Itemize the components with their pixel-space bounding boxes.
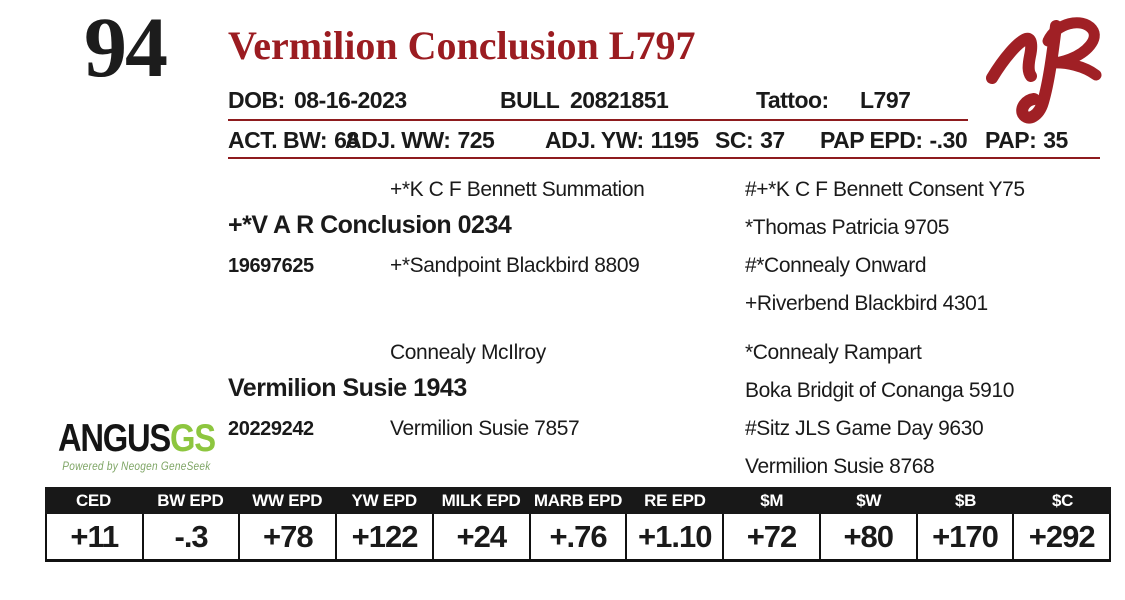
vr-ranch-brand-logo-icon (980, 8, 1106, 134)
epd-col-re: RE EPD (644, 491, 706, 510)
stat-pap-label: PAP: (985, 127, 1037, 153)
sire-registration: 19697625 (228, 255, 314, 277)
epd-value-dollar-m: +72 (724, 514, 821, 559)
stat-sc: SC: 37 (715, 127, 785, 154)
animal-name-title: Vermilion Conclusion L797 (228, 23, 696, 68)
stat-adj-yw-value: 1195 (650, 127, 699, 153)
divider-rule-bottom (228, 157, 1100, 159)
identity-row: DOB: 08-16-2023 BULL 20821851 Tattoo: L7… (228, 87, 970, 115)
tattoo-value: L797 (860, 87, 911, 113)
stat-adj-yw-label: ADJ. YW: (545, 127, 644, 153)
epd-value-yw: +122 (337, 514, 434, 559)
sire-ancestor-1: #+*K C F Bennett Consent Y75 (745, 178, 1025, 201)
stat-pap-epd-value: -.30 (929, 127, 968, 153)
stat-act-bw: ACT. BW: 68 (228, 127, 359, 154)
epd-col-marb: MARB EPD (533, 491, 623, 510)
stat-act-bw-label: ACT. BW: (228, 127, 328, 153)
dam-ancestor-1: *Connealy Rampart (745, 341, 922, 364)
sire-granddam: +*Sandpoint Blackbird 8809 (390, 254, 640, 277)
epd-col-dollar-w: $W (856, 491, 882, 510)
epd-col-yw: YW EPD (351, 491, 418, 510)
epd-value-marb: +.76 (531, 514, 628, 559)
stat-act-bw-value: 68 (334, 127, 359, 153)
registration-number: 20821851 (570, 87, 669, 113)
lot-number: 94 (84, 0, 168, 95)
epd-col-dollar-b: $B (955, 491, 977, 510)
epd-col-dollar-c: $C (1051, 491, 1074, 510)
dam-ancestor-2: Boka Bridgit of Conanga 5910 (745, 379, 1014, 402)
pedigree-section: +*K C F Bennett Summation #+*K C F Benne… (228, 176, 1118, 478)
stat-adj-ww: ADJ. WW: 725 (345, 127, 495, 154)
angus-logo-tagline: Powered by Neogen GeneSeek (62, 459, 211, 473)
epd-value-dollar-w: +80 (821, 514, 918, 559)
dam-granddam: Vermilion Susie 7857 (390, 417, 580, 440)
epd-col-dollar-m: $M (760, 491, 784, 510)
epd-value-bw: -.3 (144, 514, 241, 559)
stat-adj-yw: ADJ. YW: 1195 (545, 127, 699, 154)
sire-name: +*V A R Conclusion 0234 (228, 211, 512, 239)
sire-ancestor-2: *Thomas Patricia 9705 (745, 216, 950, 239)
epd-value-dollar-b: +170 (918, 514, 1015, 559)
sire-ancestor-4: +Riverbend Blackbird 4301 (745, 292, 988, 315)
stat-pap: PAP: 35 (985, 127, 1068, 154)
epd-col-ww: WW EPD (252, 491, 323, 510)
angus-logo-gs: GS (170, 417, 216, 460)
dam-ancestor-3: #Sitz JLS Game Day 9630 (745, 417, 984, 440)
epd-table: CED BW EPD WW EPD YW EPD MILK EPD MARB E… (45, 487, 1111, 562)
epd-col-ced: CED (75, 491, 111, 510)
stat-pap-epd-label: PAP EPD: (820, 127, 923, 153)
epd-col-milk: MILK EPD (441, 491, 521, 510)
dam-registration: 20229242 (228, 418, 314, 440)
stat-adj-ww-value: 725 (457, 127, 495, 153)
stat-sc-label: SC: (715, 127, 754, 153)
stat-sc-value: 37 (760, 127, 785, 153)
epd-value-ww: +78 (240, 514, 338, 559)
sire-ancestor-3: #*Connealy Onward (745, 254, 927, 277)
dam-grandsire: Connealy McIlroy (390, 341, 546, 364)
sire-grandsire: +*K C F Bennett Summation (390, 178, 645, 201)
epd-col-bw: BW EPD (157, 491, 224, 510)
epd-table-header-row: CED BW EPD WW EPD YW EPD MILK EPD MARB E… (45, 487, 1111, 514)
stat-adj-ww-label: ADJ. WW: (345, 127, 451, 153)
epd-value-dollar-c: +292 (1028, 519, 1096, 554)
angus-logo-word: ANGUS (58, 417, 171, 460)
dob-value: 08-16-2023 (294, 87, 407, 113)
epd-value-re: +1.10 (627, 514, 725, 559)
dob-label: DOB: (228, 87, 285, 113)
angus-gs-logo: ANGUSGS Powered by Neogen GeneSeek (58, 417, 216, 473)
stat-pap-value: 35 (1043, 127, 1068, 153)
dam-ancestor-4: Vermilion Susie 8768 (745, 455, 935, 478)
divider-rule-top (228, 119, 968, 121)
epd-value-ced: +11 (47, 514, 144, 559)
epd-value-milk: +24 (434, 514, 531, 559)
dam-name: Vermilion Susie 1943 (228, 374, 467, 402)
sex-label: BULL (500, 87, 560, 113)
tattoo-label: Tattoo: (756, 87, 829, 113)
epd-table-value-row: +11 -.3 +78 +122 +24 +.76 +1.10 +72 +80 … (45, 514, 1111, 562)
stat-pap-epd: PAP EPD: -.30 (820, 127, 968, 154)
performance-stats-row: ACT. BW: 68 ADJ. WW: 725 ADJ. YW: 1195 SC: 3… (228, 127, 1108, 155)
